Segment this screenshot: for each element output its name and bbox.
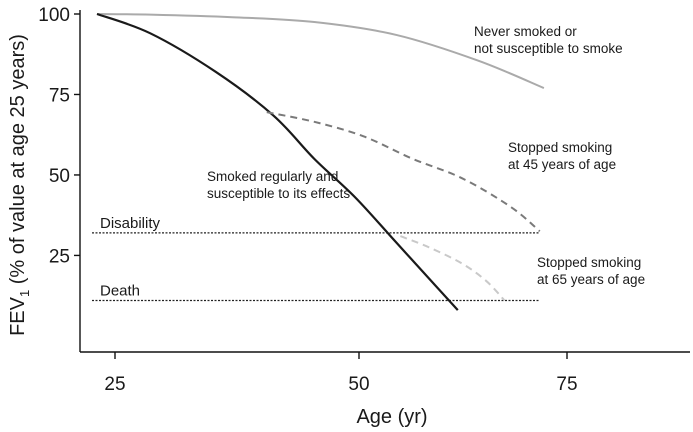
series-lines (96, 12, 545, 311)
annotation-stopped-45: Stopped smoking at 45 years of age (508, 140, 616, 172)
annotation-never-smoked: Never smoked or not susceptible to smoke (474, 24, 623, 56)
y-axis-title-rest: (% of value at age 25 years) (7, 34, 29, 290)
y-tick-label-25: 25 (49, 246, 70, 267)
y-tick-label-50: 50 (49, 166, 70, 187)
reference-lines: Disability Death (92, 215, 540, 302)
annotation-smoked-regularly: Smoked regularly and susceptible to its e… (207, 169, 350, 201)
series-never-smoked (96, 13, 545, 89)
series-stopped-at-65 (400, 235, 506, 302)
annotation-line: at 65 years of age (537, 272, 645, 287)
death-label: Death (100, 282, 140, 299)
y-tick-label-75: 75 (49, 85, 70, 106)
x-axis-title: Age (yr) (356, 406, 427, 428)
annotation-line: Stopped smoking (508, 140, 612, 155)
annotation-line: not susceptible to smoke (474, 41, 623, 56)
y-axis-title: FEV1 (% of value at age 25 years) (7, 34, 32, 336)
x-tick-label-75: 75 (556, 374, 577, 395)
y-axis-title-subscript: 1 (17, 290, 32, 297)
annotation-line: Smoked regularly and (207, 169, 338, 184)
annotation-stopped-65: Stopped smoking at 65 years of age (537, 255, 645, 287)
x-tick-label-50: 50 (348, 374, 369, 395)
annotation-line: Stopped smoking (537, 255, 641, 270)
disability-label: Disability (100, 215, 161, 232)
axes: 25 50 75 100 25 50 75 (38, 5, 690, 395)
y-tick-label-100: 100 (38, 5, 70, 26)
x-tick-label-25: 25 (104, 374, 125, 395)
annotation-line: susceptible to its effects (207, 186, 350, 201)
annotation-line: Never smoked or (474, 24, 577, 39)
series-smoked-regularly (96, 12, 459, 311)
y-axis-title-main: FEV (7, 296, 29, 336)
annotations: Never smoked or not susceptible to smoke S… (207, 24, 645, 287)
series-stopped-at-45 (266, 111, 541, 233)
annotation-line: at 45 years of age (508, 157, 616, 172)
